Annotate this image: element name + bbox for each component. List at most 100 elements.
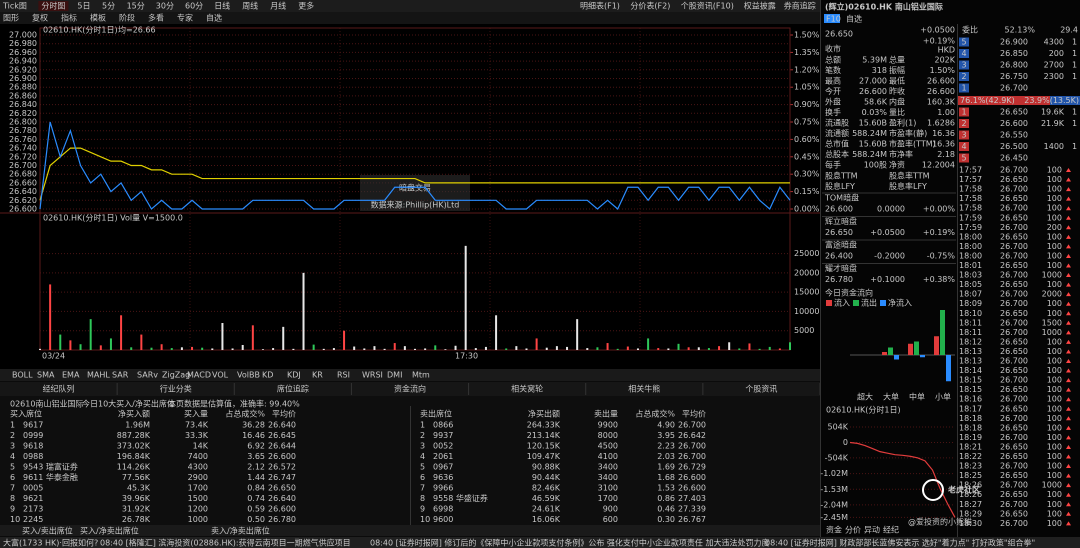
- toolbar-button[interactable]: 券商追踪: [784, 1, 816, 11]
- trade-price: 26.700: [1000, 242, 1028, 251]
- section-tab[interactable]: 个股资讯: [745, 384, 777, 394]
- indicator-tab[interactable]: RSI: [337, 371, 350, 380]
- book-count: 1: [1072, 119, 1077, 128]
- field-value: 26.600: [927, 77, 955, 86]
- trade-arrow: [1066, 215, 1071, 220]
- trade-price: 26.650: [1000, 385, 1028, 394]
- indicator-tab[interactable]: EMA: [62, 371, 80, 380]
- toolbar-button[interactable]: 个股资讯(F10): [681, 1, 734, 11]
- button[interactable]: F10: [826, 15, 841, 24]
- indicator-tab[interactable]: WRSI: [362, 371, 383, 380]
- x-label: 03/24: [42, 352, 65, 361]
- indicator-tab[interactable]: Mtm: [412, 371, 430, 380]
- menu-item[interactable]: 多看: [148, 13, 164, 23]
- tab[interactable]: 5分: [102, 2, 115, 11]
- indicator-tab[interactable]: SAR: [112, 371, 129, 380]
- section-tab[interactable]: 经纪队列: [43, 384, 75, 394]
- bottom-tab[interactable]: 卖入/净卖出席位: [211, 526, 270, 536]
- menu-item[interactable]: 指标: [61, 13, 77, 23]
- tab[interactable]: 15分: [127, 2, 145, 11]
- avg-price: 26.700: [678, 452, 706, 461]
- trade-price: 26.700: [1000, 166, 1028, 175]
- tab[interactable]: 5日: [77, 2, 90, 11]
- cell: 4100: [598, 452, 618, 461]
- tab[interactable]: 周线: [242, 1, 258, 11]
- level: 1: [961, 84, 966, 93]
- section-tab[interactable]: 资金流向: [394, 384, 426, 394]
- menu-item[interactable]: 图形: [3, 14, 19, 23]
- indicator-tab[interactable]: VolBB: [237, 371, 260, 380]
- menu-item[interactable]: 阶段: [119, 13, 135, 23]
- tab[interactable]: Tick图: [2, 2, 27, 11]
- avg-price: 26.644: [268, 442, 296, 451]
- broker-price: 26.780: [825, 275, 853, 284]
- trade-arrow: [1066, 311, 1071, 316]
- indicator-tab[interactable]: KD: [262, 371, 273, 380]
- trade-volume: 1000: [1042, 328, 1062, 337]
- book-count: 1: [1072, 72, 1077, 81]
- indicator-tab[interactable]: BOLL: [12, 371, 33, 380]
- trade-price: 26.700: [1000, 271, 1028, 280]
- panel-tab[interactable]: 经纪: [883, 525, 899, 535]
- panel-tab[interactable]: 异动: [864, 525, 880, 535]
- bottom-tab[interactable]: 买入/净卖出席位: [80, 526, 139, 536]
- panel-tab[interactable]: 分价: [845, 526, 861, 535]
- indicator-tab[interactable]: MACD: [187, 371, 211, 380]
- volume-bar: [566, 346, 569, 350]
- indicator-tab[interactable]: SARv: [137, 371, 158, 380]
- tab[interactable]: 60分: [185, 2, 203, 11]
- trade-time: 18:18: [959, 423, 982, 432]
- cell: 120.15K: [527, 442, 561, 451]
- section-tab[interactable]: 席位追踪: [277, 384, 309, 394]
- change: +0.0500: [920, 26, 955, 35]
- section-tab[interactable]: 相关窝轮: [511, 384, 543, 394]
- trade-time: 18:22: [959, 452, 982, 461]
- bottom-tab[interactable]: 买入/卖出席位: [22, 526, 73, 536]
- ratio: 52.13%: [1004, 26, 1035, 35]
- tab[interactable]: 30分: [156, 2, 174, 11]
- toolbar-button[interactable]: 明细表(F1): [580, 1, 620, 11]
- y-tick-label: -1.02M: [820, 469, 848, 478]
- indicator-tab[interactable]: MAHL: [87, 371, 110, 380]
- indicator-tab[interactable]: SMA: [37, 371, 55, 380]
- tab[interactable]: 更多: [298, 1, 314, 11]
- volume-bar: [667, 348, 670, 350]
- trade-arrow: [1066, 397, 1071, 402]
- indicator-tab[interactable]: ZigZag: [162, 371, 190, 380]
- menu-item[interactable]: 自选: [206, 13, 222, 23]
- trade-arrow: [1066, 521, 1071, 526]
- cell: 3.95: [657, 431, 675, 440]
- volume-bar: [201, 347, 204, 350]
- news-ticker: 08:40 [证券时报网] 财政部部长蓝佛安表示 选好"着力点" 打好政策"组合…: [765, 538, 1035, 548]
- avg-label: 均=26.66: [118, 25, 156, 35]
- field-label: 量比: [889, 107, 905, 117]
- field-value: 588.24M: [852, 150, 887, 159]
- broker-change: +0.0500: [870, 228, 905, 237]
- tab[interactable]: 月线: [270, 1, 286, 11]
- section-tab[interactable]: 行业分类: [160, 384, 192, 394]
- trade-volume: 100: [1047, 347, 1062, 356]
- panel-tab[interactable]: 资金: [826, 525, 842, 535]
- toolbar-button[interactable]: 权益披露: [744, 1, 776, 11]
- button[interactable]: 自选: [846, 14, 862, 24]
- indicator-tab[interactable]: KR: [312, 371, 323, 380]
- trade-price: 26.700: [1000, 519, 1028, 528]
- toolbar-button[interactable]: 分价表(F2): [630, 1, 670, 11]
- y2-tick-label: 0.45%: [794, 152, 820, 161]
- menu-item[interactable]: 专家: [177, 13, 193, 23]
- field-value: 2.18: [937, 150, 955, 159]
- indicator-tab[interactable]: VOL: [212, 371, 229, 380]
- volume-bar: [322, 348, 325, 350]
- indicator-tab[interactable]: DMI: [387, 371, 402, 380]
- menu-item[interactable]: 复权: [32, 13, 48, 23]
- trade-volume: 100: [1047, 213, 1062, 222]
- trade-time: 18:00: [959, 251, 982, 260]
- indicator-tab[interactable]: KDJ: [287, 371, 301, 380]
- menu-item[interactable]: 模板: [90, 13, 106, 23]
- trade-price: 26.700: [1000, 414, 1028, 423]
- tab[interactable]: 分时图: [41, 1, 65, 11]
- tab[interactable]: 日线: [214, 1, 230, 11]
- button-bg: [824, 14, 840, 23]
- avg-price: 26.600: [268, 452, 296, 461]
- section-tab[interactable]: 相关牛熊: [628, 384, 660, 394]
